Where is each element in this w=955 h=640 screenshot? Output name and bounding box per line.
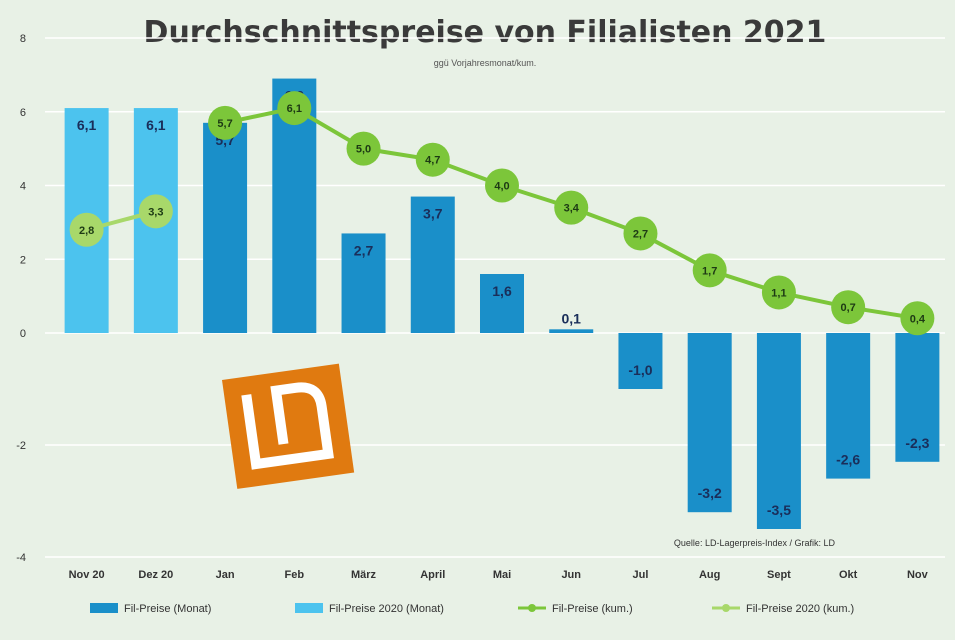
bar <box>341 233 386 333</box>
y-tick-label: 8 <box>20 33 26 45</box>
point-value-label: 1,1 <box>771 287 786 299</box>
bar <box>756 333 801 529</box>
chart-title: Durchschnittspreise von Filialisten 2021 <box>144 15 827 50</box>
point-value-label: 2,7 <box>633 228 648 240</box>
logo-mark <box>222 363 355 489</box>
x-tick-label: Aug <box>699 569 720 581</box>
bar <box>480 274 524 333</box>
bar-value-label: 6,1 <box>77 117 97 133</box>
x-tick-label: Okt <box>839 569 858 581</box>
bar <box>410 196 455 333</box>
series-point <box>485 168 519 203</box>
legend-label: Fil-Preise 2020 (Monat) <box>329 603 444 615</box>
source-note: Quelle: LD-Lagerpreis-Index / Grafik: LD <box>674 538 836 548</box>
bar-value-label: -3,2 <box>698 485 722 501</box>
point-value-label: 5,0 <box>356 144 371 156</box>
legend-marker <box>528 604 536 612</box>
x-tick-label: Sept <box>767 569 791 581</box>
legend-marker <box>722 604 730 612</box>
series-point <box>831 290 866 325</box>
bar <box>687 333 732 513</box>
point-value-label: 2,8 <box>79 225 94 237</box>
bar-value-label: -2,3 <box>905 435 929 451</box>
legend-label: Fil-Preise (Monat) <box>124 603 211 615</box>
x-tick-label: Jan <box>216 569 235 581</box>
x-tick-label: April <box>420 569 445 581</box>
series-point <box>692 253 727 288</box>
bar-value-label: -3,5 <box>767 502 791 518</box>
bar <box>549 329 594 333</box>
x-tick-label: Nov <box>907 569 929 581</box>
bar <box>895 333 940 462</box>
series-point <box>415 142 450 177</box>
point-value-label: 3,4 <box>564 203 580 215</box>
series-point <box>277 91 312 126</box>
point-value-label: 0,4 <box>910 313 926 325</box>
bar-value-label: 2,7 <box>354 242 374 258</box>
series-point <box>69 212 104 247</box>
point-value-label: 1,7 <box>702 265 717 277</box>
x-tick-label: Jul <box>633 569 649 581</box>
series-point <box>346 131 381 166</box>
x-tick-label: Mai <box>493 569 511 581</box>
series-point <box>900 301 935 336</box>
y-tick-label: -4 <box>16 552 26 564</box>
bar <box>618 333 663 389</box>
x-tick-label: Dez 20 <box>138 569 173 581</box>
chart-subtitle: ggü Vorjahresmonat/kum. <box>434 58 537 68</box>
bar-value-label: 6,1 <box>146 117 166 133</box>
series-point <box>138 194 173 229</box>
point-value-label: 6,1 <box>287 103 302 115</box>
series-point <box>623 216 658 251</box>
x-axis: Nov 20 Dez 20 Jan Feb März April Mai Jun Jul Aug S… <box>69 569 929 581</box>
ld-logo <box>222 363 355 489</box>
y-tick-label: 2 <box>20 254 26 266</box>
y-tick-label: 4 <box>20 181 26 193</box>
legend-label: Fil-Preise (kum.) <box>552 603 633 615</box>
bar <box>826 333 871 479</box>
y-tick-label: 6 <box>20 107 26 119</box>
y-tick-label: -2 <box>16 440 26 452</box>
y-axis: 8 6 4 2 0 -2 -4 <box>16 33 26 564</box>
legend-swatch <box>90 603 118 613</box>
series-point <box>761 275 796 310</box>
point-value-label: 5,7 <box>217 118 232 130</box>
bar-value-label: -1,0 <box>628 362 652 378</box>
line-series: 5,7 6,1 5,0 4,7 4,0 3,4 2,7 1,7 1,1 0,7 0,4 2,8 3,3 <box>69 91 935 336</box>
legend-label: Fil-Preise 2020 (kum.) <box>746 603 854 615</box>
x-tick-label: Jun <box>561 569 581 581</box>
series-point <box>208 105 243 140</box>
point-value-label: 0,7 <box>841 302 856 314</box>
x-tick-label: Nov 20 <box>69 569 105 581</box>
point-value-label: 4,7 <box>425 155 440 167</box>
bar <box>203 122 248 333</box>
bar-value-label: -2,6 <box>836 452 860 468</box>
y-tick-label: 0 <box>20 328 26 340</box>
legend: Fil-Preise (Monat) Fil-Preise 2020 (Monat… <box>90 603 854 615</box>
bar-value-label: 1,6 <box>492 283 512 299</box>
bar-value-label: 0,1 <box>561 310 581 326</box>
legend-swatch <box>295 603 323 613</box>
point-value-label: 3,3 <box>148 206 163 218</box>
series-point <box>554 190 589 225</box>
x-tick-label: März <box>351 569 377 581</box>
x-tick-label: Feb <box>285 569 305 581</box>
point-value-label: 4,0 <box>494 181 509 193</box>
bar-series: 5,76,92,73,71,60,1-1,0-3,2-3,5-2,6-2,36,… <box>64 78 940 529</box>
logo-glyph <box>241 382 334 470</box>
bar-value-label: 3,7 <box>423 206 443 222</box>
